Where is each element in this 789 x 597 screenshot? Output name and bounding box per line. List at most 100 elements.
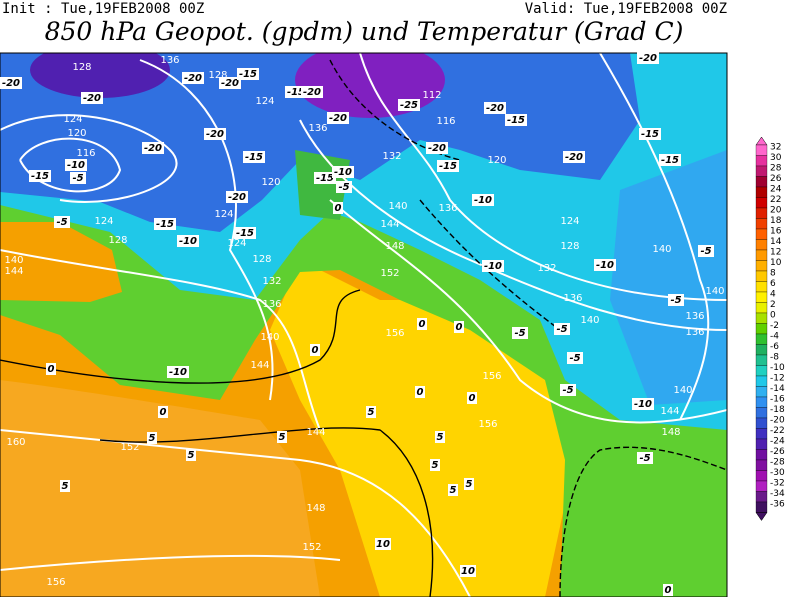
temperature-label-box — [65, 159, 87, 171]
temperature-label-box — [60, 480, 70, 492]
temperature-label: -15 — [439, 161, 457, 172]
geopotential-label: 124 — [214, 209, 233, 220]
temperature-label-box — [375, 538, 391, 550]
temperature-label-box — [177, 235, 199, 247]
temperature-label: -20 — [329, 113, 347, 124]
colorbar-swatch — [755, 302, 768, 314]
temperature-label-box — [277, 431, 287, 443]
colorbar-swatch — [755, 449, 768, 461]
temperature-label: -10 — [169, 367, 187, 378]
temperature-label-box — [426, 142, 448, 154]
colorbar-label: -8 — [770, 353, 779, 363]
colorbar-swatch — [755, 501, 768, 513]
colorbar-label: -30 — [770, 468, 785, 478]
temperature-label: -5 — [700, 246, 711, 257]
temperature-label-box — [430, 459, 440, 471]
colorbar-label: 22 — [770, 195, 781, 205]
colorbar-swatch — [755, 323, 768, 335]
temperature-label-box — [484, 102, 506, 114]
geopotential-label: 144 — [250, 360, 269, 371]
colorbar-swatch — [755, 386, 768, 398]
temperature-label: -5 — [514, 328, 525, 339]
temperature-label: 5 — [437, 432, 444, 443]
temperature-label-box — [482, 260, 504, 272]
temperature-label-box — [415, 386, 425, 398]
colorbar-swatch — [755, 281, 768, 293]
geopotential-label: 152 — [302, 542, 321, 553]
colorbar-label: 2 — [770, 300, 776, 310]
colorbar-swatch — [755, 459, 768, 471]
temperature-label-box — [594, 259, 616, 271]
colorbar-swatch — [755, 480, 768, 492]
temperature-label: 0 — [417, 387, 424, 398]
colorbar-label: -26 — [770, 447, 785, 457]
colorbar-swatch — [755, 417, 768, 429]
temperature-label: -20 — [565, 152, 583, 163]
temperature-label-box — [467, 392, 477, 404]
colorbar-label: -14 — [770, 384, 785, 394]
temperature-label-box — [632, 398, 654, 410]
colorbar-label: -16 — [770, 395, 785, 405]
temperature-label-box — [314, 172, 336, 184]
colorbar-label: 6 — [770, 279, 776, 289]
temperature-label: -15 — [156, 219, 174, 230]
colorbar-label: 12 — [770, 248, 781, 258]
colorbar-swatch — [755, 239, 768, 251]
colorbar-swatch — [755, 365, 768, 377]
colorbar-label: -4 — [770, 332, 779, 342]
temperature-contours — [0, 59, 727, 597]
colorbar-swatch — [755, 197, 768, 209]
temperature-label-box — [147, 432, 157, 444]
geopotential-label: 132 — [537, 263, 556, 274]
temperature-label-box — [668, 294, 684, 306]
temperature-label-box — [301, 86, 323, 98]
temperature-label: -15 — [239, 69, 257, 80]
temperature-label: -20 — [83, 93, 101, 104]
temperature-label-box — [46, 363, 56, 375]
geopotential-label: 148 — [661, 427, 680, 438]
temperature-label: -5 — [569, 353, 580, 364]
temperature-label: 5 — [279, 432, 286, 443]
colorbar-swatch — [755, 218, 768, 230]
init-time: Init : Tue,19FEB2008 00Z — [2, 1, 204, 17]
temperature-label: 0 — [335, 203, 342, 214]
colorbar-swatch — [755, 491, 768, 503]
geopotential-label: 152 — [120, 442, 139, 453]
temperature-label-box — [336, 181, 352, 193]
temperature-label-box — [29, 170, 51, 182]
temperature-label-box — [637, 52, 659, 64]
geopotential-label: 136 — [685, 311, 704, 322]
temperature-label-box — [182, 72, 204, 84]
colorbar-swatch — [755, 470, 768, 482]
geopotential-label: 136 — [438, 203, 457, 214]
colorbar-swatch — [755, 291, 768, 303]
temperature-label: -10 — [596, 260, 614, 271]
temperature-label: -15 — [245, 152, 263, 163]
blue-field — [0, 53, 640, 232]
temperature-label-box — [310, 344, 320, 356]
geopotential-label: 120 — [487, 155, 506, 166]
temperature-label: -10 — [334, 167, 352, 178]
geopotential-label: 148 — [306, 503, 325, 514]
temperature-label-box — [639, 128, 661, 140]
colorbar-swatch — [755, 249, 768, 261]
geopotential-label: 144 — [660, 406, 679, 417]
temperature-label: -5 — [56, 217, 67, 228]
temperature-label: -20 — [428, 143, 446, 154]
colorbar-label: 0 — [770, 311, 776, 321]
geopotential-label: 136 — [308, 123, 327, 134]
geopotential-label: 140 — [673, 385, 692, 396]
colorbar-label: 30 — [770, 153, 782, 163]
map-title: 850 hPa Geopot. (gpdm) und Temperatur (G… — [45, 17, 684, 46]
temperature-label-box — [464, 478, 474, 490]
temperature-label: -15 — [641, 129, 659, 140]
temperature-label-box — [158, 406, 168, 418]
colorbar-label: -24 — [770, 437, 785, 447]
temperature-label: -10 — [484, 261, 502, 272]
geopotential-label: 136 — [160, 55, 179, 66]
colorbar-label: 4 — [770, 290, 776, 300]
blue-field-east — [610, 150, 727, 405]
temperature-label-box — [698, 245, 714, 257]
geopotential-label: 148 — [385, 241, 404, 252]
temperature-label-box — [460, 565, 476, 577]
